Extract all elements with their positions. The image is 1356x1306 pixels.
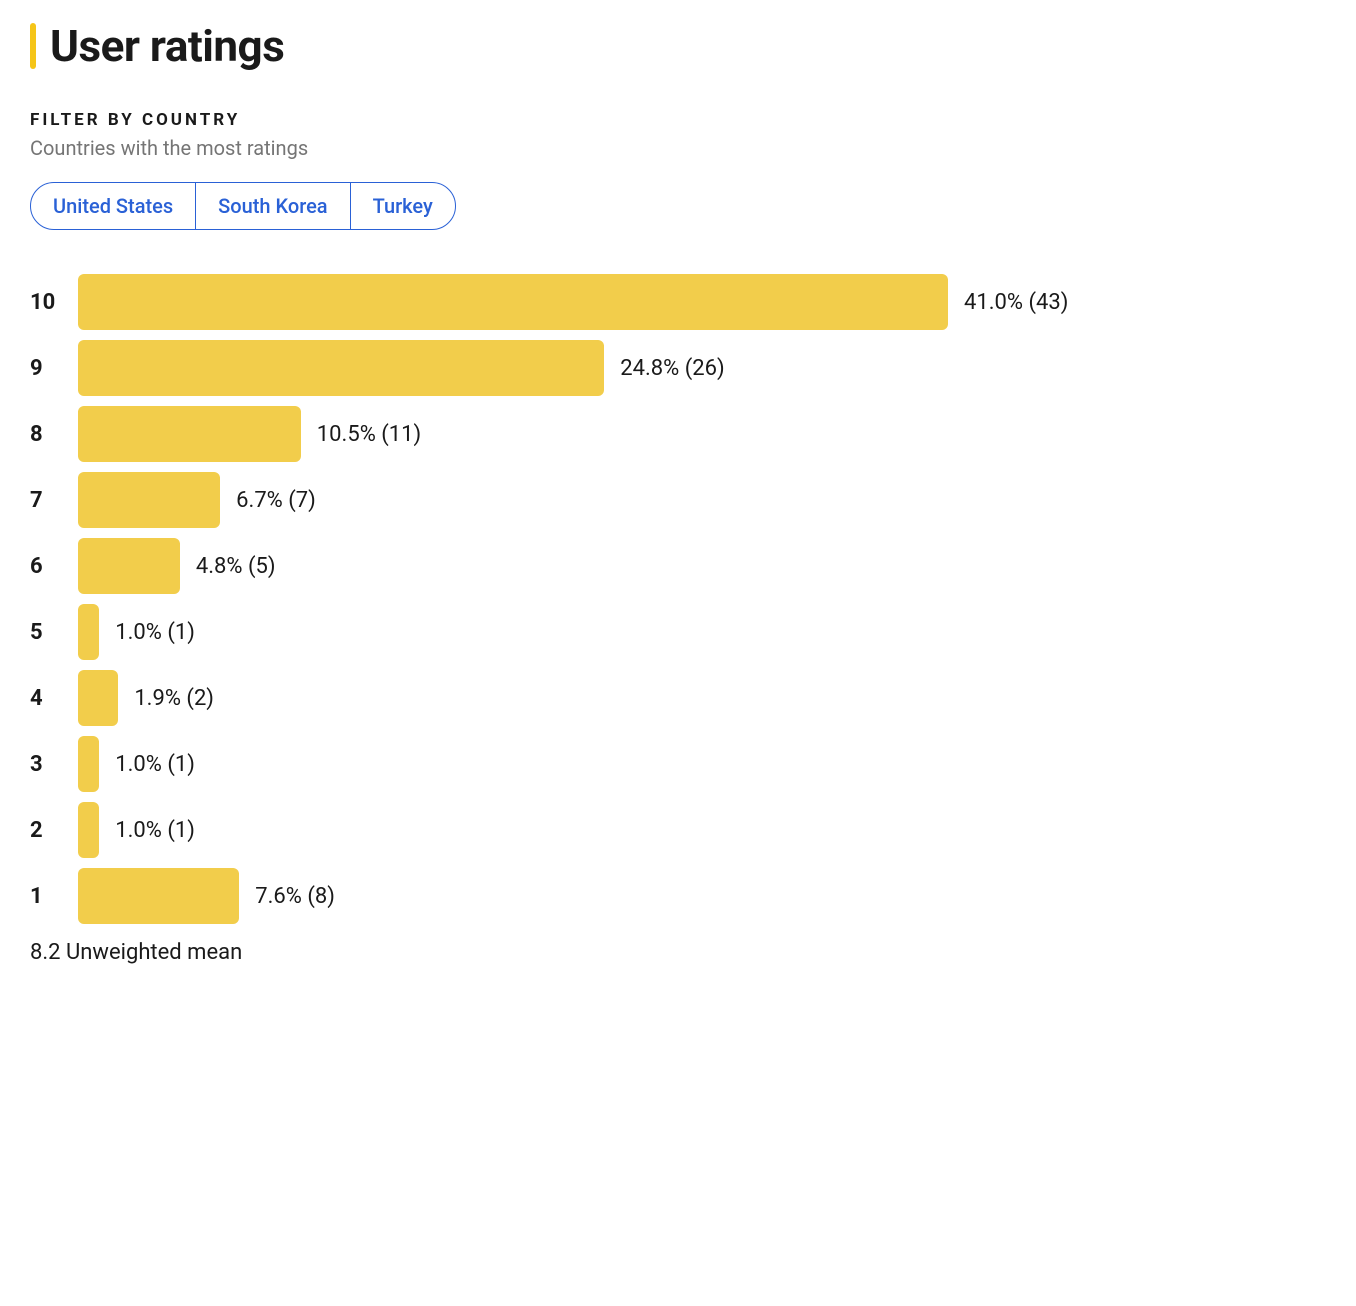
rating-bar-row[interactable]: 9 24.8% (26) [30, 340, 1326, 396]
rating-bar-value: 41.0% (43) [964, 290, 1068, 315]
title-row: User ratings [30, 20, 1326, 72]
rating-bar-value: 1.0% (1) [115, 818, 195, 843]
ratings-bar-chart: 10 41.0% (43) 9 24.8% (26) 8 10.5% (11) 7 6.7% … [30, 274, 1326, 924]
title-accent-bar [30, 23, 36, 69]
filter-heading: FILTER BY COUNTRY [30, 110, 1326, 130]
filter-subheading: Countries with the most ratings [30, 136, 1326, 160]
rating-bar-value: 24.8% (26) [620, 356, 724, 381]
rating-bar-value: 1.9% (2) [134, 686, 214, 711]
rating-bar-value: 4.8% (5) [196, 554, 276, 579]
rating-bar-row[interactable]: 5 1.0% (1) [30, 604, 1326, 660]
rating-bar-row[interactable]: 2 1.0% (1) [30, 802, 1326, 858]
rating-score-label: 8 [30, 422, 78, 447]
rating-score-label: 4 [30, 686, 78, 711]
rating-bar [78, 406, 301, 462]
rating-bar-value: 1.0% (1) [115, 752, 195, 777]
rating-bar-row[interactable]: 8 10.5% (11) [30, 406, 1326, 462]
rating-score-label: 3 [30, 752, 78, 777]
rating-score-label: 5 [30, 620, 78, 645]
rating-bar-value: 10.5% (11) [317, 422, 421, 447]
rating-bar-row[interactable]: 1 7.6% (8) [30, 868, 1326, 924]
rating-bar [78, 538, 180, 594]
rating-score-label: 1 [30, 884, 78, 909]
rating-score-label: 9 [30, 356, 78, 381]
mean-label: Unweighted mean [66, 940, 242, 965]
country-filter-pill[interactable]: South Korea [196, 183, 350, 229]
country-filter-group: United StatesSouth KoreaTurkey [30, 182, 456, 230]
rating-bar [78, 274, 948, 330]
country-filter-pill[interactable]: Turkey [351, 183, 455, 229]
rating-bar [78, 670, 118, 726]
rating-bar-row[interactable]: 7 6.7% (7) [30, 472, 1326, 528]
rating-bar [78, 604, 99, 660]
rating-score-label: 7 [30, 488, 78, 513]
rating-bar [78, 868, 239, 924]
rating-bar [78, 472, 220, 528]
rating-bar-value: 1.0% (1) [115, 620, 195, 645]
rating-bar [78, 340, 604, 396]
rating-bar-value: 7.6% (8) [255, 884, 335, 909]
mean-value: 8.2 [30, 940, 61, 965]
rating-bar-row[interactable]: 6 4.8% (5) [30, 538, 1326, 594]
mean-stat: 8.2 Unweighted mean [30, 940, 1326, 965]
country-filter-pill[interactable]: United States [31, 183, 196, 229]
rating-score-label: 2 [30, 818, 78, 843]
rating-score-label: 6 [30, 554, 78, 579]
rating-bar-row[interactable]: 10 41.0% (43) [30, 274, 1326, 330]
rating-bar [78, 802, 99, 858]
rating-bar-row[interactable]: 3 1.0% (1) [30, 736, 1326, 792]
rating-score-label: 10 [30, 290, 78, 315]
ratings-panel: User ratings FILTER BY COUNTRY Countries… [0, 0, 1356, 995]
page-title: User ratings [50, 20, 284, 72]
rating-bar-row[interactable]: 4 1.9% (2) [30, 670, 1326, 726]
rating-bar-value: 6.7% (7) [236, 488, 316, 513]
rating-bar [78, 736, 99, 792]
